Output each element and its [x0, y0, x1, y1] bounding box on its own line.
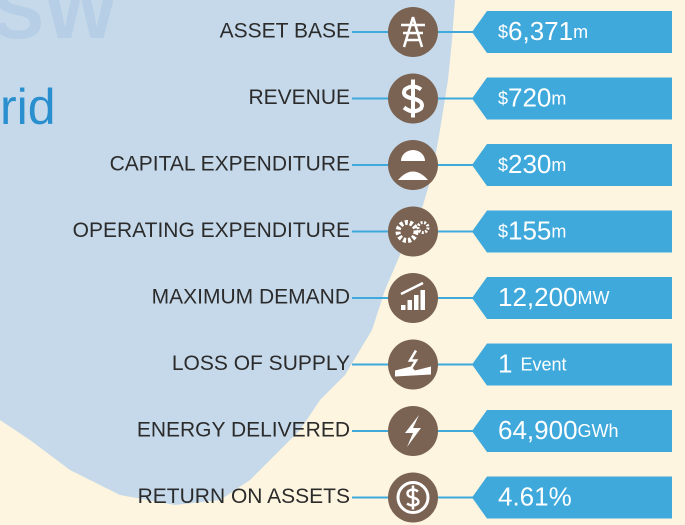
item-label: LOSS OF SUPPLY — [172, 352, 350, 375]
item-label: REVENUE — [248, 86, 350, 109]
value-prefix: $ — [498, 22, 508, 42]
value-number: 720 — [508, 82, 551, 112]
icon — [396, 481, 430, 514]
icon — [401, 150, 425, 161]
row: OPERATING EXPENDITURE $155m — [73, 206, 672, 257]
value-banner — [472, 210, 672, 253]
value-prefix: $ — [498, 221, 508, 241]
row: ASSET BASE $6,371m — [220, 7, 672, 57]
value-number: 155 — [508, 215, 551, 245]
icon — [395, 366, 431, 377]
value-unit: m — [551, 88, 566, 108]
value-number: 4.61% — [498, 481, 572, 511]
icon — [407, 300, 412, 310]
row: REVENUE $720m — [248, 73, 672, 124]
value-unit: Event — [520, 354, 566, 374]
item-label: MAXIMUM DEMAND — [152, 286, 350, 309]
icon — [398, 171, 428, 180]
item-value: 64,900GWh — [498, 415, 619, 445]
value-number: 230 — [508, 149, 551, 179]
value-unit: m — [551, 155, 566, 175]
item-label: CAPITAL EXPENDITURE — [110, 153, 350, 176]
row: LOSS OF SUPPLY 1 Event — [172, 339, 672, 390]
icon — [402, 79, 424, 118]
value-banner — [472, 343, 672, 386]
icon — [405, 415, 421, 447]
value-prefix: $ — [498, 88, 508, 108]
icon — [400, 281, 424, 296]
item-label: OPERATING EXPENDITURE — [73, 219, 350, 242]
row: MAXIMUM DEMAND 12,200MW — [152, 273, 672, 323]
item-value: $6,371m — [498, 16, 588, 46]
icon — [420, 290, 425, 310]
icon — [414, 295, 419, 310]
value-prefix: $ — [498, 155, 508, 175]
icon-circle — [388, 206, 438, 257]
icon-circle — [388, 273, 438, 323]
value-number: 6,371 — [508, 16, 573, 46]
row: CAPITAL EXPENDITURE $230m — [110, 140, 672, 190]
value-unit: GWh — [578, 421, 619, 441]
value-banner — [472, 476, 672, 519]
item-value: $720m — [498, 82, 566, 112]
background-title: SW — [0, 0, 118, 55]
value-banner — [472, 277, 672, 319]
icon-circle — [388, 140, 438, 190]
item-label: RETURN ON ASSETS — [138, 485, 350, 508]
item-value: 1 Event — [498, 348, 567, 378]
value-banner — [472, 11, 672, 53]
row: RETURN ON ASSETS 4.61% — [138, 472, 672, 523]
value-unit: MW — [578, 288, 610, 308]
item-value: $155m — [498, 215, 566, 245]
icon — [407, 349, 419, 370]
item-label: ENERGY DELIVERED — [137, 419, 350, 442]
icon — [416, 221, 430, 234]
value-number: 64,900 — [498, 415, 578, 445]
row: ENERGY DELIVERED 64,900GWh — [137, 406, 672, 456]
icon — [406, 485, 420, 510]
value-number: 12,200 — [498, 282, 578, 312]
item-value: 12,200MW — [498, 282, 610, 312]
item-label: ASSET BASE — [220, 20, 350, 43]
value-unit: m — [551, 221, 566, 241]
item-value: 4.61% — [498, 481, 572, 511]
icon — [401, 305, 406, 310]
map-shape — [0, 0, 455, 505]
value-banner — [472, 77, 672, 120]
icon — [395, 220, 419, 243]
value-banner — [472, 144, 672, 186]
value-number: 1 — [498, 348, 512, 378]
value-unit: m — [573, 22, 588, 42]
icon — [401, 16, 425, 48]
value-banner — [472, 410, 672, 452]
item-value: $230m — [498, 149, 566, 179]
background-subtitle: rid — [0, 79, 56, 135]
